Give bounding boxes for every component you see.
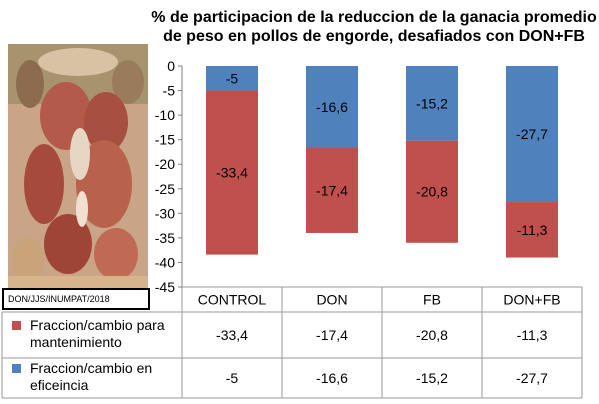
chart-title: % de participacion de la reduccion de la… <box>151 9 597 45</box>
data-label: -27,7 <box>516 126 548 142</box>
bar-segment <box>506 66 558 203</box>
category-label: DON+FB <box>503 292 560 308</box>
table-value: -11,3 <box>517 327 548 343</box>
category-label: CONTROL <box>198 292 267 308</box>
y-tick-label: -10 <box>155 107 175 123</box>
y-tick-label: -5 <box>163 83 176 99</box>
table-value: -16,6 <box>316 370 348 386</box>
legend-key <box>12 321 21 330</box>
data-label: -17,4 <box>316 182 348 198</box>
table-value: -33,4 <box>216 327 248 343</box>
y-tick-label: -40 <box>155 254 175 270</box>
data-label: -33,4 <box>216 165 248 181</box>
table-value: -5 <box>226 370 239 386</box>
legend-key <box>12 364 21 373</box>
table-value: -20,8 <box>416 327 448 343</box>
data-labels: -5 -33,4 -16,6 -17,4 -15,2 -20,8 -27,7 -11,3 <box>216 70 548 238</box>
source-caption: DON/JJS/INUMPAT/2018 <box>2 288 150 310</box>
bar-segment <box>206 66 258 91</box>
bar-segment <box>506 202 558 258</box>
y-tick-label: -15 <box>155 132 175 148</box>
bar-segment <box>306 147 358 233</box>
bar-segment <box>406 66 458 141</box>
data-label: -11,3 <box>517 222 548 238</box>
data-table: CONTROL DON FB DON+FB Fraccion/cambio para ma… <box>12 292 561 393</box>
y-axis: 0 -5 -10 -15 -20 -25 -30 -35 -40 -45 <box>155 58 183 295</box>
legend-label: Fraccion/cambio para mantenimiento <box>30 317 165 350</box>
y-tick-label: 0 <box>167 58 175 74</box>
data-label: -15,2 <box>416 95 448 111</box>
bar-segment <box>206 90 258 255</box>
category-label: FB <box>423 292 441 308</box>
y-tick-label: -35 <box>155 230 175 246</box>
data-label: -16,6 <box>316 99 348 115</box>
table-value: -17,4 <box>316 327 348 343</box>
table-value: -15,2 <box>416 370 448 386</box>
data-label: -5 <box>226 70 239 86</box>
data-table-grid <box>1 286 583 399</box>
data-label: -20,8 <box>416 184 448 200</box>
y-tick-label: -20 <box>155 156 175 172</box>
bar-segment <box>406 140 458 243</box>
y-tick-label: -25 <box>155 181 175 197</box>
table-value: -27,7 <box>516 370 548 386</box>
y-tick-label: -45 <box>155 279 175 295</box>
bar-segment <box>306 66 358 148</box>
chicken-photo <box>8 44 148 290</box>
legend-label: Fraccion/cambio en eficeincia <box>30 360 152 393</box>
bars <box>206 66 558 258</box>
category-label: DON <box>316 292 347 308</box>
y-tick-label: -30 <box>155 205 175 221</box>
